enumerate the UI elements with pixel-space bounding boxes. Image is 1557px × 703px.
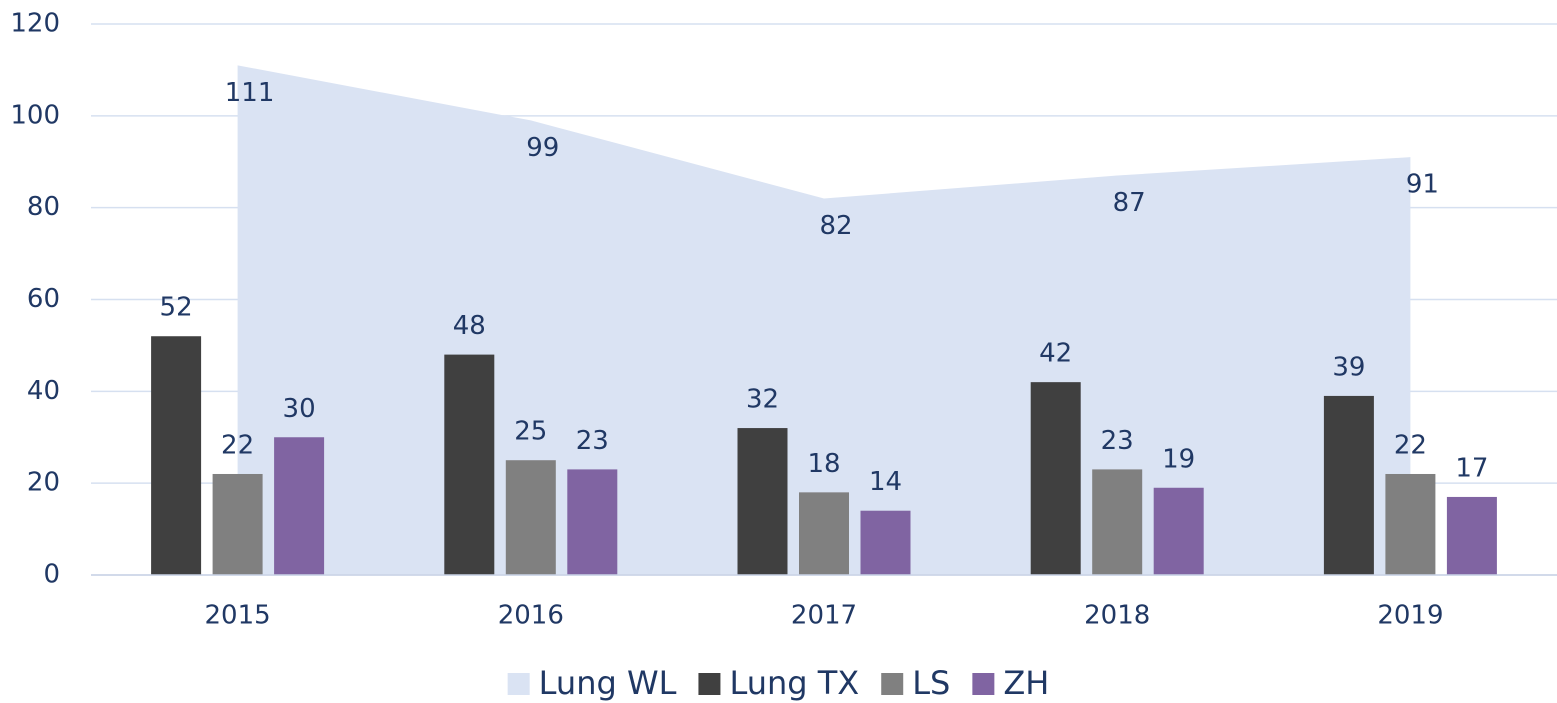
data-label: 17 (1455, 453, 1488, 483)
x-tick-label: 2015 (205, 601, 271, 631)
y-tick-label: 20 (27, 468, 60, 498)
data-label: 99 (526, 133, 559, 163)
bar (1323, 395, 1374, 575)
bar (444, 354, 495, 575)
bar (799, 492, 849, 575)
bar (860, 510, 911, 575)
data-label: 30 (283, 394, 316, 424)
bar (1030, 382, 1081, 575)
x-tick-label: 2018 (1084, 601, 1150, 631)
bar (567, 469, 618, 575)
y-tick-label: 0 (43, 560, 60, 590)
data-label: 22 (1394, 430, 1427, 460)
data-label: 19 (1162, 444, 1195, 474)
y-tick-label: 120 (10, 9, 60, 39)
data-label: 18 (807, 449, 840, 479)
legend-label: Lung WL (539, 664, 677, 702)
bar (737, 428, 788, 575)
legend-label: ZH (1003, 664, 1049, 702)
legend-swatch (881, 673, 904, 695)
data-label: 23 (1101, 426, 1134, 456)
legend-label: LS (912, 664, 950, 702)
bar (1092, 469, 1143, 575)
data-label: 111 (225, 78, 275, 108)
y-tick-label: 80 (27, 192, 60, 222)
bar (212, 473, 263, 575)
bar (274, 437, 325, 575)
y-tick-label: 40 (27, 376, 60, 406)
x-tick-label: 2016 (498, 601, 564, 631)
area (237, 65, 1411, 575)
data-label: 14 (869, 467, 902, 497)
x-tick-label: 2017 (791, 601, 857, 631)
legend-swatch (972, 673, 995, 695)
data-label: 91 (1406, 170, 1439, 200)
y-tick-label: 100 (10, 100, 60, 130)
data-label: 32 (746, 385, 779, 415)
data-label: 82 (819, 211, 852, 241)
data-label: 52 (160, 293, 193, 323)
legend-label: Lung TX (729, 664, 859, 702)
data-label: 87 (1113, 188, 1146, 218)
x-tick-label: 2019 (1377, 601, 1443, 631)
data-label: 39 (1332, 352, 1365, 382)
legend-swatch (698, 673, 721, 695)
bar (1153, 487, 1204, 575)
data-label: 42 (1039, 339, 1072, 369)
data-label: 23 (576, 426, 609, 456)
bar (1385, 473, 1436, 575)
y-tick-label: 60 (27, 284, 60, 314)
legend-swatch (507, 673, 530, 695)
data-label: 25 (514, 417, 547, 447)
bar (1446, 496, 1497, 575)
bar (505, 460, 556, 575)
data-label: 48 (453, 311, 486, 341)
bar (151, 336, 202, 575)
data-label: 22 (221, 430, 254, 460)
